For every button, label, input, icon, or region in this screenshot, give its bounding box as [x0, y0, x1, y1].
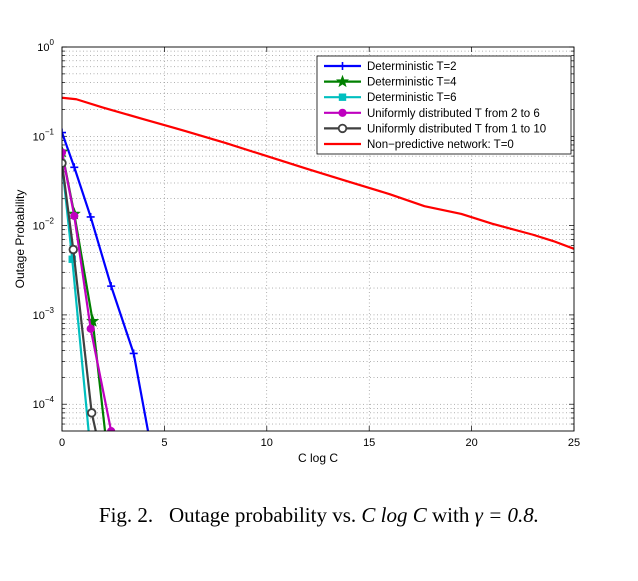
- data-point-s4: [107, 426, 116, 431]
- x-tick-label: 10: [261, 437, 273, 449]
- data-point-s1: [107, 282, 116, 291]
- legend-label-6: Non−predictive network: T=0: [367, 139, 514, 151]
- caption-gamma: γ = 0.8.: [474, 503, 540, 527]
- series-group: [62, 96, 574, 431]
- axes-frame: [61, 46, 575, 432]
- series-line-4: [62, 152, 113, 431]
- y-tick-power: −3: [45, 306, 55, 315]
- x-tick-label: 20: [465, 437, 477, 449]
- series-line-6: [62, 96, 574, 250]
- y-tick-base: 10: [33, 221, 45, 233]
- legend-label-3: Deterministic T=6: [367, 92, 457, 104]
- y-tick-label: 10−3: [33, 306, 55, 322]
- x-tick-label: 5: [161, 437, 167, 449]
- caption-prefix: Fig. 2.: [98, 503, 154, 527]
- data-point-s4: [86, 324, 95, 333]
- data-point-s5: [68, 244, 78, 255]
- legend-marker-1: [338, 62, 347, 70]
- legend-marker-4: [338, 108, 347, 117]
- y-tick-label: 100: [37, 38, 54, 54]
- data-point-s5: [86, 408, 97, 418]
- x-tick-label: 15: [363, 437, 375, 449]
- y-tick-base: 10: [33, 131, 45, 143]
- x-axis-label: C log C: [298, 451, 338, 465]
- legend-marker-3: [338, 93, 347, 101]
- legend-label-1: Deterministic T=2: [367, 61, 457, 73]
- legend-box: [316, 55, 572, 155]
- data-point-s1: [86, 212, 95, 221]
- legend-label-5: Uniformly distributed T from 1 to 10: [367, 123, 546, 135]
- data-point-s1: [129, 349, 138, 358]
- caption-text-mid: with: [432, 503, 470, 527]
- series-line-1: [62, 132, 150, 431]
- ticks: [61, 46, 575, 431]
- figure-caption: Fig. 2. Outage probability vs. C log C w…: [0, 503, 638, 528]
- caption-text-before: Outage probability vs.: [168, 503, 357, 527]
- x-tick-label: 0: [59, 437, 65, 449]
- caption-math: C log C: [361, 503, 427, 527]
- y-tick-power: −2: [45, 217, 55, 226]
- data-point-s1: [62, 128, 66, 137]
- legend-label-4: Uniformly distributed T from 2 to 6: [367, 108, 540, 120]
- y-tick-base: 10: [37, 42, 49, 54]
- y-tick-power: −4: [45, 395, 55, 404]
- legend: Deterministic T=2 Deterministic T=4 Determ…: [316, 55, 572, 155]
- y-tick-label: 10−2: [33, 217, 55, 233]
- y-axis-label: Outage Probability: [13, 190, 27, 289]
- y-tick-label: 10−1: [33, 127, 55, 143]
- y-tick-label: 10−4: [33, 395, 55, 411]
- data-point-s4: [70, 211, 79, 221]
- legend-marker-2: [335, 74, 350, 88]
- x-tick-label: 25: [568, 437, 580, 449]
- y-tick-base: 10: [33, 310, 45, 322]
- legend-label-2: Deterministic T=4: [367, 77, 457, 89]
- data-point-s1: [70, 163, 79, 172]
- series-line-5: [62, 163, 97, 431]
- y-tick-power: 0: [50, 38, 55, 47]
- y-tick-power: −1: [45, 127, 55, 136]
- legend-marker-5: [337, 123, 348, 134]
- y-tick-base: 10: [33, 399, 45, 411]
